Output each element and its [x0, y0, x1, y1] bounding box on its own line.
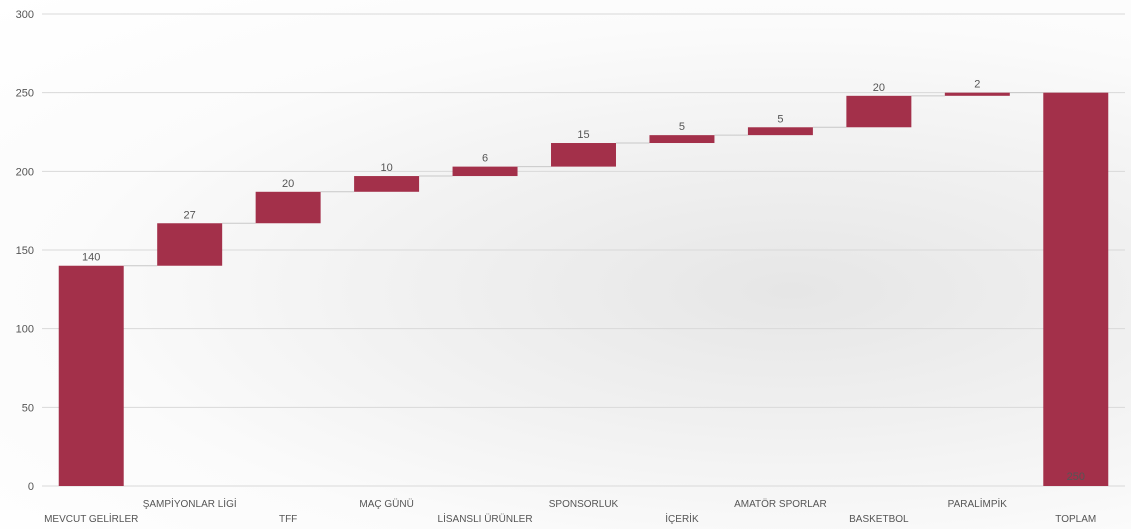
- gridlines: [42, 13, 1125, 487]
- data-labels: 140 27 20 10 6 15 5 5 20 2 250: [82, 79, 1085, 483]
- connectors: [123, 92, 1044, 267]
- y-tick-label: 300: [16, 9, 34, 21]
- data-label: 250: [1067, 471, 1085, 483]
- data-label: 2: [974, 79, 980, 91]
- y-tick-label: 100: [16, 324, 34, 336]
- data-label: 20: [282, 178, 294, 190]
- y-tick-label: 50: [22, 402, 34, 414]
- data-label: 5: [777, 113, 783, 125]
- bar: [551, 143, 616, 167]
- data-label: 5: [679, 121, 685, 133]
- category-label: BASKETBOL: [849, 514, 909, 525]
- data-label: 27: [184, 209, 196, 221]
- x-axis: MEVCUT GELİRLER ŞAMPİYONLAR LİGİ TFF MAÇ GÜ…: [44, 497, 1096, 525]
- y-tick-label: 200: [16, 166, 34, 178]
- bar: [452, 166, 518, 177]
- category-label: MAÇ GÜNÜ: [359, 498, 413, 510]
- category-label: TOPLAM: [1055, 514, 1096, 525]
- bar: [255, 191, 321, 224]
- data-label: 6: [482, 153, 488, 165]
- category-label: PARALİMPİK: [948, 497, 1008, 510]
- bar: [157, 223, 223, 266]
- category-label: ŞAMPİYONLAR LİGİ: [143, 497, 237, 510]
- y-tick-label: 250: [16, 88, 34, 100]
- category-label: SPONSORLUK: [549, 499, 619, 510]
- category-label: TFF: [279, 514, 297, 525]
- bar: [649, 135, 715, 144]
- bar: [944, 92, 1010, 96]
- category-label: AMATÖR SPORLAR: [734, 498, 827, 510]
- data-label: 140: [82, 252, 100, 264]
- category-label: MEVCUT GELİRLER: [44, 512, 138, 525]
- bar: [1043, 92, 1109, 487]
- bar: [58, 265, 124, 486]
- category-label: İÇERİK: [665, 512, 699, 525]
- data-label: 10: [380, 162, 392, 174]
- bar: [747, 127, 813, 136]
- bar: [354, 176, 420, 192]
- bars: [58, 92, 1109, 487]
- y-tick-label: 0: [28, 481, 34, 493]
- data-label: 15: [577, 129, 589, 141]
- y-axis: 0 50 100 150 200 250 300: [16, 9, 34, 493]
- bar: [846, 95, 912, 128]
- y-tick-label: 150: [16, 245, 34, 257]
- category-label: LİSANSLI ÜRÜNLER: [438, 512, 533, 525]
- data-label: 20: [873, 82, 885, 94]
